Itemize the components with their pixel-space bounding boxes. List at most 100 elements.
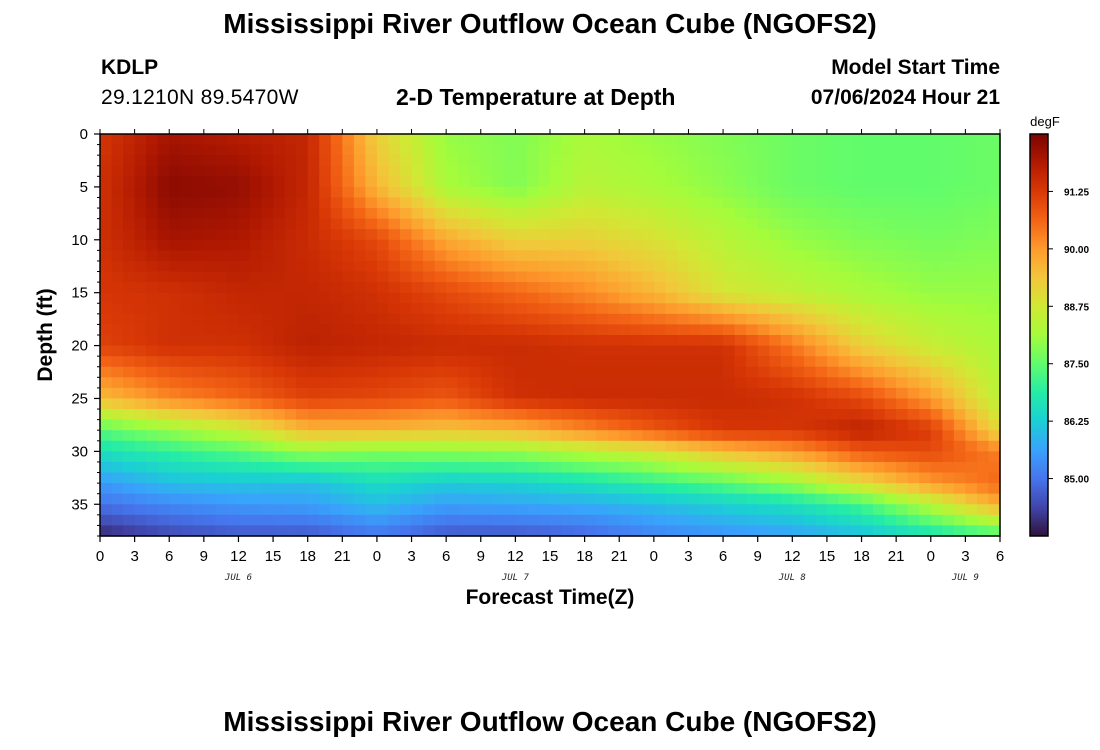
heatmap-cell bbox=[538, 250, 551, 262]
heatmap-cell bbox=[261, 419, 274, 431]
heatmap-cell bbox=[688, 504, 701, 516]
heatmap-cell bbox=[111, 250, 124, 262]
heatmap-cell bbox=[526, 313, 540, 326]
heatmap-cell bbox=[873, 239, 886, 251]
heatmap-cell bbox=[319, 483, 332, 495]
heatmap-cell bbox=[965, 176, 978, 188]
heatmap-cell bbox=[896, 144, 909, 156]
heatmap-cell bbox=[123, 345, 136, 357]
heatmap-cell bbox=[284, 504, 297, 516]
heatmap-cell bbox=[988, 218, 1001, 230]
heatmap-cell bbox=[203, 197, 216, 209]
heatmap-cell bbox=[376, 197, 390, 209]
heatmap-cell bbox=[873, 303, 886, 315]
heatmap-cell bbox=[861, 218, 874, 230]
heatmap-cell bbox=[446, 430, 459, 442]
heatmap-cell bbox=[296, 144, 309, 156]
heatmap-cell bbox=[526, 271, 540, 283]
heatmap-cell bbox=[319, 239, 332, 251]
heatmap-cell bbox=[688, 155, 701, 167]
heatmap-cell bbox=[792, 514, 805, 527]
heatmap-cell bbox=[769, 345, 782, 357]
heatmap-cell bbox=[953, 504, 966, 516]
heatmap-cell bbox=[284, 409, 297, 421]
heatmap-cell bbox=[469, 419, 482, 431]
heatmap-cell bbox=[284, 493, 297, 505]
heatmap-cell bbox=[607, 197, 620, 209]
heatmap-cell bbox=[411, 525, 424, 537]
heatmap-cell bbox=[642, 409, 655, 421]
heatmap-cell bbox=[919, 398, 932, 410]
heatmap-cell bbox=[803, 208, 816, 220]
heatmap-cell bbox=[400, 218, 413, 230]
heatmap-cell bbox=[538, 313, 551, 326]
heatmap-cell bbox=[757, 229, 770, 241]
heatmap-cell bbox=[365, 335, 378, 347]
heatmap-cell bbox=[296, 483, 309, 495]
heatmap-cell bbox=[884, 440, 897, 452]
heatmap-cell bbox=[723, 155, 736, 167]
heatmap-cell bbox=[896, 218, 909, 230]
heatmap-cell bbox=[296, 493, 309, 505]
heatmap-cell bbox=[100, 250, 113, 262]
heatmap-cell bbox=[700, 525, 713, 537]
heatmap-cell bbox=[584, 451, 597, 463]
heatmap-cell bbox=[365, 472, 378, 484]
heatmap-cell bbox=[815, 250, 828, 262]
heatmap-cell bbox=[596, 525, 609, 537]
heatmap-cell bbox=[976, 472, 990, 484]
heatmap-cell bbox=[561, 472, 574, 484]
heatmap-cell bbox=[376, 313, 390, 326]
heatmap-cell bbox=[676, 366, 690, 378]
heatmap-cell bbox=[226, 324, 240, 336]
heatmap-cell bbox=[423, 504, 436, 516]
heatmap-cell bbox=[688, 377, 701, 389]
heatmap-cell bbox=[780, 271, 793, 283]
heatmap-cell bbox=[953, 208, 966, 220]
heatmap-cell bbox=[734, 155, 747, 167]
heatmap-cell bbox=[965, 218, 978, 230]
heatmap-cell bbox=[815, 218, 828, 230]
heatmap-cell bbox=[930, 387, 943, 400]
heatmap-cell bbox=[688, 324, 701, 336]
heatmap-cell bbox=[157, 208, 170, 220]
heatmap-cell bbox=[111, 208, 124, 220]
heatmap-cell bbox=[157, 313, 170, 326]
heatmap-cell bbox=[100, 440, 113, 452]
heatmap-cell bbox=[123, 176, 136, 188]
heatmap-cell bbox=[515, 260, 528, 273]
heatmap-cell bbox=[319, 176, 332, 188]
heatmap-cell bbox=[146, 356, 159, 368]
heatmap-cell bbox=[111, 229, 124, 241]
heatmap-cell bbox=[884, 165, 897, 177]
heatmap-cell bbox=[688, 250, 701, 262]
heatmap-cell bbox=[757, 260, 770, 273]
heatmap-cell bbox=[100, 324, 113, 336]
heatmap-cell bbox=[376, 229, 390, 241]
heatmap-cell bbox=[319, 271, 332, 283]
heatmap-cell bbox=[584, 409, 597, 421]
heatmap-cell bbox=[111, 409, 124, 421]
heatmap-cell bbox=[203, 335, 216, 347]
heatmap-cell bbox=[134, 430, 147, 442]
heatmap-cell bbox=[538, 377, 551, 389]
heatmap-cell bbox=[584, 260, 597, 273]
heatmap-cell bbox=[446, 155, 459, 167]
heatmap-cell bbox=[457, 239, 470, 251]
x-tick-label: 21 bbox=[334, 548, 351, 565]
heatmap-cell bbox=[734, 451, 747, 463]
x-tick-label: 21 bbox=[888, 548, 905, 565]
heatmap-cell bbox=[100, 134, 113, 146]
heatmap-cell bbox=[734, 271, 747, 283]
colorbar-tick-label: 87.50 bbox=[1064, 360, 1089, 371]
heatmap-cell bbox=[688, 165, 701, 177]
heatmap-cell bbox=[630, 514, 643, 527]
heatmap-cell bbox=[746, 377, 759, 389]
heatmap-cell bbox=[134, 514, 147, 527]
heatmap-cell bbox=[803, 398, 816, 410]
x-axis-label: Forecast Time(Z) bbox=[466, 586, 635, 609]
heatmap-cell bbox=[757, 218, 770, 230]
heatmap-cell bbox=[411, 176, 424, 188]
heatmap-cell bbox=[376, 377, 390, 389]
heatmap-cell bbox=[192, 282, 205, 294]
